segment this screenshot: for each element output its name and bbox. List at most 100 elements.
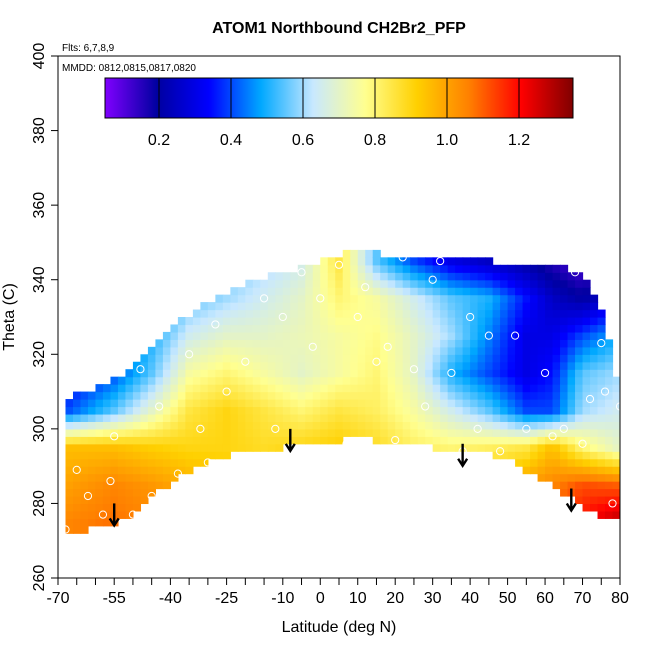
heatmap-cell <box>297 302 306 311</box>
heatmap-cell <box>402 354 411 363</box>
heatmap-cell <box>147 443 157 452</box>
heatmap-cell <box>162 384 171 393</box>
heatmap-cell <box>252 406 261 415</box>
heatmap-cell <box>357 294 366 303</box>
heatmap-cell <box>290 413 299 422</box>
heatmap-cell <box>552 443 561 452</box>
heatmap-cell <box>470 264 479 273</box>
heatmap-cell <box>485 369 494 378</box>
heatmap-cell <box>237 391 246 400</box>
heatmap-cell <box>597 413 606 422</box>
heatmap-cell <box>350 354 359 363</box>
heatmap-cell <box>417 428 426 437</box>
heatmap-cell <box>402 391 411 400</box>
heatmap-cell <box>357 391 366 400</box>
sample-point <box>353 312 362 322</box>
heatmap-cell <box>290 421 299 430</box>
heatmap-cell <box>447 413 456 422</box>
arrow-down-annotation <box>108 503 120 528</box>
heatmap-cell <box>380 369 389 378</box>
x-tick-label: -40 <box>159 590 182 607</box>
heatmap-cell <box>462 384 471 393</box>
heatmap-cell <box>395 339 404 348</box>
heatmap-cell <box>485 339 494 348</box>
heatmap-cell <box>567 302 576 311</box>
heatmap-cell <box>477 391 486 400</box>
heatmap-cell <box>432 287 441 296</box>
heatmap-cell <box>245 384 254 393</box>
heatmap-cell <box>552 279 561 288</box>
heatmap-cell <box>110 473 119 482</box>
heatmap-cell <box>342 406 351 415</box>
heatmap-cell <box>590 458 599 467</box>
heatmap-cell <box>290 287 299 296</box>
heatmap-cell <box>200 391 209 400</box>
x-tick-label: 60 <box>536 590 554 607</box>
heatmap-cell <box>425 331 434 340</box>
heatmap-cell <box>237 369 246 378</box>
heatmap-cell <box>372 279 381 288</box>
heatmap-cell <box>170 339 179 348</box>
heatmap-cell <box>372 317 381 326</box>
heatmap-cell <box>552 376 561 385</box>
heatmap-cell <box>245 302 254 311</box>
heatmap-cell <box>462 324 471 333</box>
heatmap-cell <box>455 257 464 266</box>
heatmap-cell <box>402 331 411 340</box>
heatmap-cell <box>177 346 186 355</box>
heatmap-cell <box>125 495 134 505</box>
heatmap-cell <box>537 317 546 326</box>
heatmap-cell <box>350 279 359 288</box>
heatmap-cell <box>597 458 606 467</box>
heatmap-cell <box>500 436 509 445</box>
heatmap-cell <box>522 443 531 452</box>
heatmap-cell <box>507 264 516 273</box>
heatmap-cell <box>590 369 599 378</box>
heatmap-cell <box>380 413 389 422</box>
heatmap-cell <box>102 443 112 452</box>
heatmap-cell <box>597 510 606 519</box>
heatmap-cell <box>462 294 471 303</box>
heatmap-cell <box>282 406 291 415</box>
heatmap-cell <box>387 339 396 348</box>
heatmap-cell <box>567 451 576 460</box>
heatmap-cell <box>530 309 539 318</box>
heatmap-cell <box>290 369 299 378</box>
heatmap-cell <box>470 317 479 326</box>
heatmap-cell <box>447 339 456 348</box>
heatmap-cell <box>357 264 366 273</box>
heatmap-cell <box>200 361 209 370</box>
heatmap-cell <box>147 406 157 415</box>
heatmap-cell <box>432 428 441 437</box>
heatmap-cell <box>155 413 164 422</box>
heatmap-cell <box>282 324 291 333</box>
heatmap-cell <box>162 466 171 475</box>
heatmap-cell <box>207 436 216 445</box>
heatmap-cell <box>410 324 419 333</box>
heatmap-cell <box>462 399 471 408</box>
heatmap-cell <box>552 309 561 318</box>
heatmap-cell <box>200 317 209 326</box>
heatmap-cell <box>140 399 149 408</box>
heatmap-cell <box>230 339 239 348</box>
heatmap-cell <box>72 473 82 482</box>
heatmap-cell <box>500 264 509 273</box>
heatmap-cell <box>267 294 276 303</box>
heatmap-cell <box>297 399 306 408</box>
heatmap-cell <box>582 458 591 467</box>
heatmap-cell <box>267 354 276 363</box>
heatmap-cell <box>552 361 561 370</box>
heatmap-cell <box>110 488 119 497</box>
heatmap-cell <box>447 376 456 385</box>
heatmap-cell <box>455 406 464 415</box>
heatmap-cell <box>365 346 374 355</box>
heatmap-cell <box>432 346 441 355</box>
heatmap-cell <box>230 436 239 445</box>
heatmap-cell <box>125 406 134 415</box>
heatmap-cell <box>590 399 599 408</box>
heatmap-cell <box>215 421 224 430</box>
heatmap-cell <box>492 428 501 437</box>
heatmap-cell <box>327 279 336 288</box>
heatmap-cell <box>192 399 201 408</box>
heatmap-cell <box>380 376 389 385</box>
